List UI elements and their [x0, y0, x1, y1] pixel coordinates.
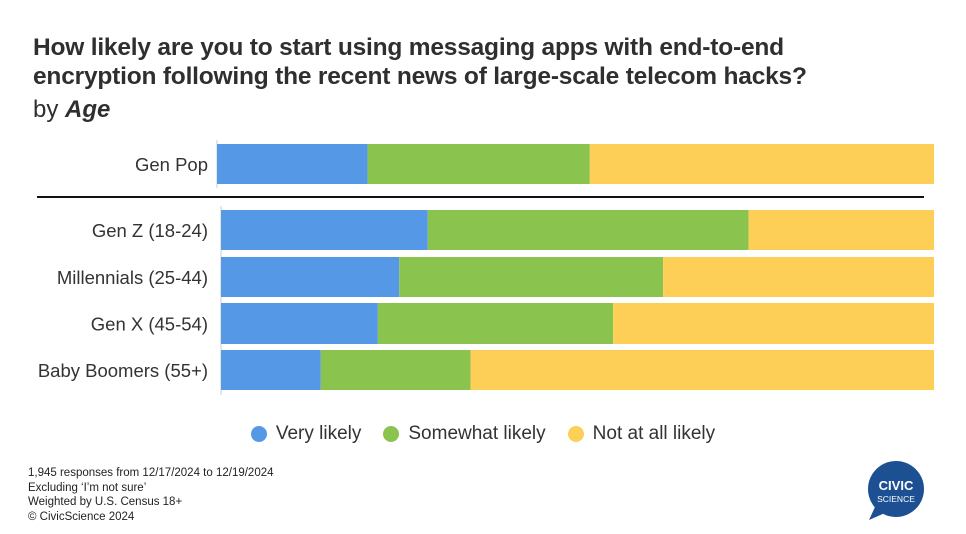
category-label: Gen Z (18-24) [92, 220, 208, 241]
logo-text-line-2: SCIENCE [877, 494, 915, 504]
bar-segment-not-at-all-likely [663, 257, 934, 297]
subtitle-dimension: Age [65, 96, 111, 123]
footnote-weighting: Weighted by U.S. Census 18+ [28, 496, 183, 508]
legend-item-not-at-all-likely: Not at all likely [567, 423, 716, 445]
legend-swatch [383, 426, 400, 442]
legend-item-very-likely: Very likely [250, 423, 362, 445]
bar-segment-somewhat-likely [399, 257, 664, 297]
bar-segment-not-at-all-likely [748, 210, 934, 250]
legend-swatch [567, 426, 584, 442]
bar-segment-somewhat-likely [427, 210, 749, 250]
bar-segment-very-likely [221, 350, 321, 390]
bar-segment-somewhat-likely [367, 144, 590, 184]
footnote-exclusion: Excluding ‘I’m not sure’ [28, 481, 147, 494]
legend-item-somewhat-likely: Somewhat likely [383, 423, 546, 445]
subtitle-prefix: by [33, 96, 66, 123]
footnote-copyright: © CivicScience 2024 [28, 510, 135, 523]
bar-segment-very-likely [221, 303, 378, 344]
legend-label: Very likely [275, 423, 362, 444]
legend-label: Not at all likely [592, 423, 716, 444]
bar-segment-very-likely [217, 144, 368, 184]
bar-segment-not-at-all-likely [613, 303, 934, 344]
civicscience-logo: CIVIC SCIENCE [868, 461, 924, 520]
bar-segment-somewhat-likely [320, 350, 471, 390]
chart-title-line-2: encryption following the recent news of … [33, 63, 807, 90]
logo-circle [868, 461, 924, 517]
legend-label: Somewhat likely [408, 423, 546, 444]
chart-title-line-1: How likely are you to start using messag… [33, 34, 784, 61]
category-label: Millennials (25-44) [57, 267, 208, 288]
footnotes: 1,945 responses from 12/17/2024 to 12/19… [28, 466, 274, 524]
logo-speech-tail [869, 507, 885, 520]
category-label: Gen X (45-54) [91, 314, 208, 335]
stacked-bar-chart: Gen Pop Gen Z (18-24) Millennials (25-44) G… [37, 140, 934, 395]
bar-segment-somewhat-likely [377, 303, 614, 344]
category-label: Baby Boomers (55+) [38, 360, 208, 381]
footnote-responses: 1,945 responses from 12/17/2024 to 12/19… [28, 467, 274, 479]
category-label: Gen Pop [135, 154, 208, 175]
bar-segment-very-likely [221, 210, 428, 250]
chart-subtitle: by Age [33, 95, 110, 124]
chart-legend: Very likely Somewhat likely Not at all lik… [0, 420, 966, 448]
chart-title: How likely are you to start using messag… [33, 33, 933, 91]
bar-segment-not-at-all-likely [589, 144, 934, 184]
bar-segment-very-likely [221, 257, 400, 297]
bar-segment-not-at-all-likely [470, 350, 934, 390]
logo-text-line-1: CIVIC [879, 478, 914, 493]
legend-swatch [250, 426, 267, 442]
